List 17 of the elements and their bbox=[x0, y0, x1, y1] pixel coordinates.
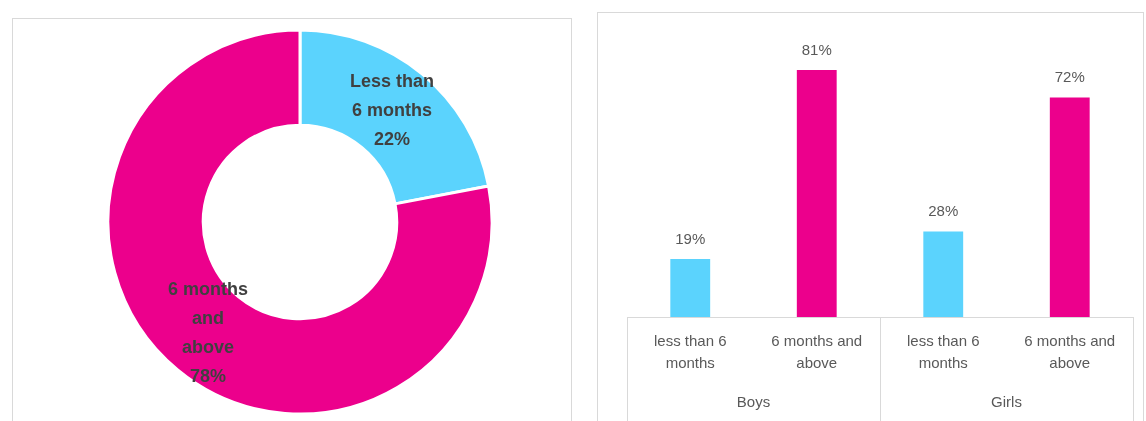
x-tick-label: Boys bbox=[736, 393, 771, 411]
bar bbox=[923, 231, 964, 317]
text: less than 6 months bbox=[906, 332, 980, 372]
text: 6 months and above bbox=[771, 332, 863, 372]
slice-label: Less than 6 months bbox=[350, 70, 435, 120]
data-label: 19% bbox=[675, 229, 706, 247]
data-label: 81% bbox=[801, 40, 832, 58]
data-label: 22% bbox=[374, 128, 411, 149]
data-label: 28% bbox=[928, 202, 959, 220]
bar bbox=[796, 69, 837, 317]
series-label: less than 6 months bbox=[653, 332, 727, 372]
x-tick-label: Girls bbox=[991, 393, 1022, 411]
data-label: 78% bbox=[189, 365, 226, 386]
bar bbox=[670, 259, 711, 317]
data-label: 72% bbox=[1054, 68, 1085, 86]
series-label: 6 months and above bbox=[1024, 332, 1116, 372]
bar bbox=[1049, 97, 1090, 317]
